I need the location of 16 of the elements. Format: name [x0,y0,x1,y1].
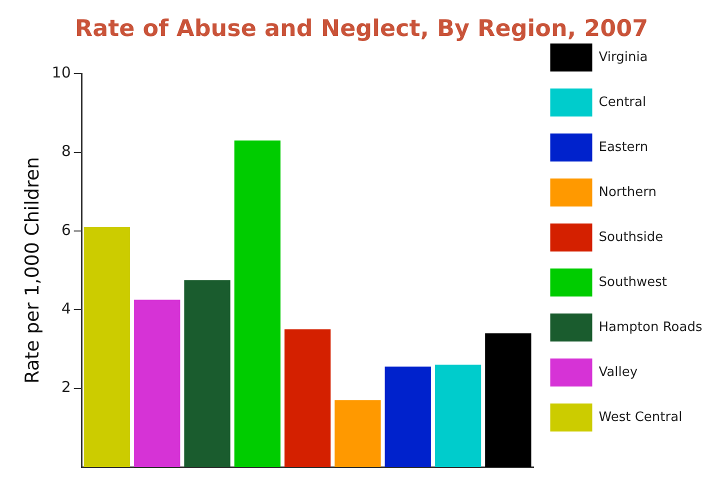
y-tick-label: 2 [61,378,71,396]
y-tick-label: 6 [61,220,71,239]
y-tick-label: 4 [61,300,71,318]
y-axis-title: Rate per 1,000 Children [21,156,44,384]
legend-label: Northern [598,184,656,200]
legend-label: Virginia [598,50,648,65]
chart-title: Rate of Abuse and Neglect, By Region, 2007 [74,16,648,42]
y-tick-label: 8 [61,142,71,160]
y-tick-label: 10 [52,63,71,82]
legend-label: Southwest [598,274,668,290]
legend-label: Southside [598,230,664,245]
legend-label: Hampton Roads [598,320,702,335]
legend-label: Central [598,94,646,110]
legend-label: Eastern [598,140,648,155]
legend-label: Valley [598,364,638,380]
legend-label: West Central [598,410,682,425]
